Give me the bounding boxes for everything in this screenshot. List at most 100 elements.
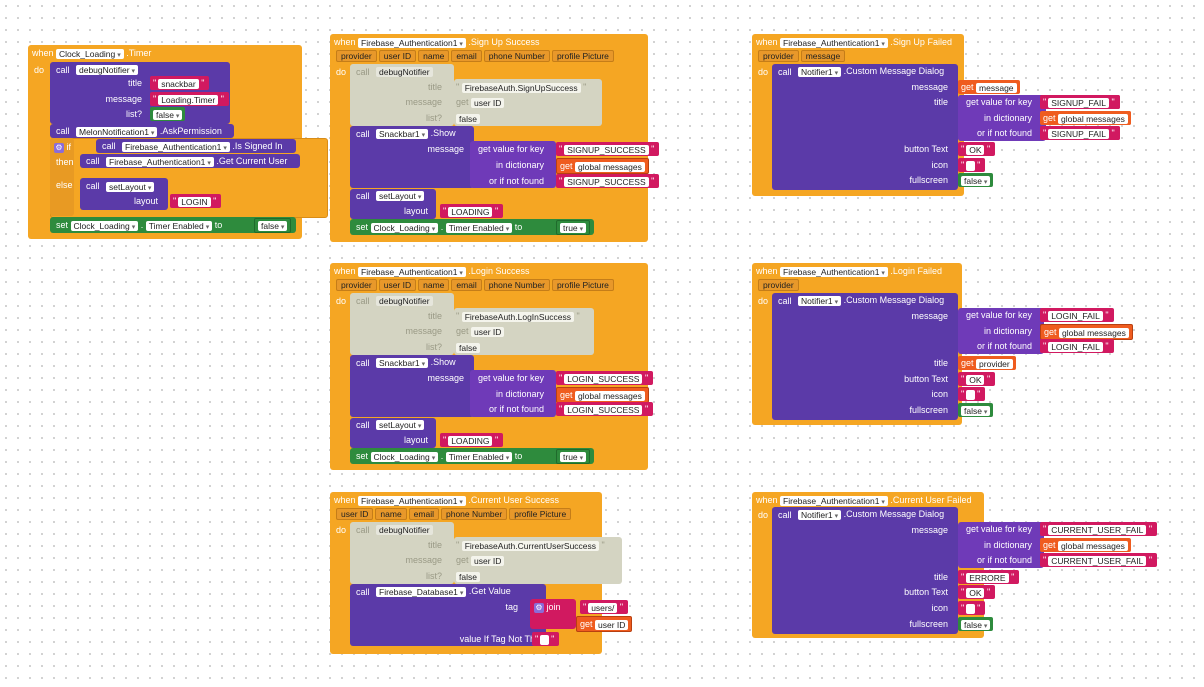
text-value[interactable]: SIGNUP_FAIL bbox=[1048, 97, 1110, 108]
procedure-dropdown[interactable]: debugNotifier bbox=[376, 295, 433, 306]
param-email[interactable]: email bbox=[451, 279, 482, 291]
boolean-true[interactable]: true bbox=[556, 449, 591, 464]
text-value[interactable]: FirebaseAuth.LogInSuccess bbox=[461, 311, 575, 322]
procedure-dropdown[interactable]: setLayout bbox=[376, 190, 425, 201]
param-name[interactable]: name bbox=[418, 50, 450, 62]
text-value[interactable]: SIGNUP_SUCCESS bbox=[564, 144, 649, 155]
variable-dropdown[interactable]: global messages bbox=[1059, 327, 1129, 338]
param-profile-picture[interactable]: profile Picture bbox=[551, 279, 614, 291]
gear-icon[interactable]: ⚙ bbox=[54, 142, 64, 153]
text-value[interactable]: ERRORE bbox=[966, 572, 1009, 583]
component-dropdown[interactable]: Firebase_Authentication1 bbox=[780, 266, 888, 277]
get-global-messages[interactable]: get global messages bbox=[556, 387, 649, 403]
variable-dropdown[interactable]: user ID bbox=[471, 97, 505, 108]
text-value[interactable]: LOGIN_SUCCESS bbox=[564, 404, 643, 415]
event-current-user-success[interactable]: when Firebase_Authentication1 .Current U… bbox=[330, 492, 629, 654]
procedure-dropdown[interactable]: setLayout bbox=[106, 181, 155, 192]
dictionary-lookup[interactable] bbox=[958, 308, 1044, 354]
dictionary-lookup[interactable] bbox=[470, 141, 556, 188]
param-profile-picture[interactable]: profile Picture bbox=[551, 50, 614, 62]
text-value[interactable]: snackbar bbox=[158, 78, 199, 89]
component-dropdown[interactable]: Clock_Loading bbox=[70, 220, 139, 231]
boolean-true[interactable]: true bbox=[556, 220, 591, 235]
text-value[interactable]: Loading.Timer bbox=[158, 94, 219, 105]
param-provider[interactable]: provider bbox=[758, 50, 799, 62]
text-current-user-fail-key[interactable]: " CURRENT_USER_FAIL " bbox=[1040, 522, 1158, 536]
text-value[interactable]: CURRENT_USER_FAIL bbox=[1048, 524, 1147, 535]
component-dropdown[interactable]: Notifier1 bbox=[798, 509, 842, 520]
boolean-false[interactable]: false bbox=[958, 173, 994, 187]
boolean-dropdown[interactable]: false bbox=[456, 571, 480, 582]
text-signup-success-key[interactable]: " SIGNUP_SUCCESS " bbox=[556, 142, 660, 156]
component-dropdown[interactable]: Clock_Loading bbox=[370, 451, 439, 462]
param-phone-number[interactable]: phone Number bbox=[483, 50, 550, 62]
text-empty[interactable]: " " bbox=[958, 601, 986, 615]
variable-dropdown[interactable]: user ID bbox=[595, 619, 629, 630]
param-provider[interactable]: provider bbox=[336, 50, 377, 62]
text-value[interactable]: LOADING bbox=[448, 206, 493, 217]
component-dropdown[interactable]: Firebase_Authentication1 bbox=[122, 141, 230, 152]
variable-dropdown[interactable]: user ID bbox=[471, 326, 505, 337]
text-ok[interactable]: " OK " bbox=[958, 372, 996, 386]
text-value[interactable]: SIGNUP_SUCCESS bbox=[564, 176, 649, 187]
text-value[interactable]: OK bbox=[966, 144, 985, 155]
text-login-success-notfound[interactable]: " LOGIN_SUCCESS " bbox=[556, 402, 654, 416]
text-value[interactable]: users/ bbox=[588, 602, 618, 613]
param-email[interactable]: email bbox=[451, 50, 482, 62]
boolean-dropdown[interactable]: false bbox=[961, 175, 991, 186]
component-dropdown[interactable]: Firebase_Authentication1 bbox=[780, 37, 888, 48]
property-dropdown[interactable]: Timer Enabled bbox=[445, 451, 513, 462]
boolean-dropdown[interactable]: false bbox=[456, 342, 480, 353]
procedure-dropdown[interactable]: setLayout bbox=[376, 419, 425, 430]
call-custom-message-dialog[interactable] bbox=[772, 64, 958, 190]
param-message[interactable]: message bbox=[800, 50, 846, 62]
component-dropdown[interactable]: Notifier1 bbox=[798, 295, 842, 306]
text-value[interactable]: CURRENT_USER_FAIL bbox=[1048, 555, 1147, 566]
text-signup-success-notfound[interactable]: " SIGNUP_SUCCESS " bbox=[556, 174, 660, 188]
text-login-fail-key[interactable]: " LOGIN_FAIL " bbox=[1040, 308, 1114, 322]
boolean-false[interactable]: false bbox=[958, 403, 994, 417]
text-snackbar[interactable]: " snackbar " bbox=[150, 76, 210, 90]
param-user-id[interactable]: user ID bbox=[378, 279, 417, 291]
property-dropdown[interactable]: Timer Enabled bbox=[145, 220, 213, 231]
param-email[interactable]: email bbox=[408, 508, 439, 520]
param-user-id[interactable]: user ID bbox=[336, 508, 374, 520]
component-dropdown[interactable]: Snackbar1 bbox=[376, 357, 429, 368]
get-user-id[interactable]: get user ID bbox=[576, 616, 633, 632]
boolean-false[interactable]: false bbox=[958, 617, 994, 631]
text-current-user-fail-notfound[interactable]: " CURRENT_USER_FAIL " bbox=[1040, 553, 1158, 567]
event-sign-up-failed[interactable]: when Firebase_Authentication1 .Sign Up F… bbox=[752, 34, 1131, 196]
text-value[interactable]: FirebaseAuth.CurrentUserSuccess bbox=[461, 540, 600, 551]
component-dropdown[interactable]: Firebase_Authentication1 bbox=[358, 495, 466, 506]
dictionary-lookup[interactable] bbox=[958, 522, 1044, 568]
get-global-messages[interactable]: get global messages bbox=[1040, 324, 1133, 340]
variable-dropdown[interactable]: global messages bbox=[575, 390, 645, 401]
component-dropdown[interactable]: Firebase_Authentication1 bbox=[358, 266, 466, 277]
param-phone-number[interactable]: phone Number bbox=[440, 508, 508, 520]
text-value[interactable]: LOGIN_SUCCESS bbox=[564, 373, 643, 384]
text-login-fail-notfound[interactable]: " LOGIN_FAIL " bbox=[1040, 339, 1114, 353]
param-user-id[interactable]: user ID bbox=[378, 50, 417, 62]
component-dropdown[interactable]: Firebase_Authentication1 bbox=[780, 495, 888, 506]
text-value[interactable]: SIGNUP_FAIL bbox=[1048, 128, 1110, 139]
boolean-dropdown[interactable]: true bbox=[560, 222, 587, 233]
call-custom-message-dialog[interactable] bbox=[772, 507, 958, 634]
text-signup-fail-key[interactable]: "SIGNUP_FAIL " bbox=[1040, 95, 1120, 109]
param-provider[interactable]: provider bbox=[758, 279, 799, 291]
variable-dropdown[interactable]: provider bbox=[976, 358, 1013, 369]
gear-icon[interactable]: ⚙ bbox=[534, 602, 544, 613]
text-login[interactable]: " LOGIN " bbox=[170, 194, 222, 208]
boolean-dropdown[interactable]: false bbox=[456, 113, 480, 124]
boolean-false[interactable]: false bbox=[254, 218, 292, 233]
property-dropdown[interactable]: Timer Enabled bbox=[445, 222, 513, 233]
event-clock-loading-timer[interactable]: when Clock_Loading .Timer do call debugN… bbox=[28, 45, 328, 239]
text-loading[interactable]: " LOADING " bbox=[440, 204, 504, 218]
variable-dropdown[interactable]: global messages bbox=[575, 161, 645, 172]
text-loading-timer[interactable]: " Loading.Timer " bbox=[150, 92, 229, 106]
variable-dropdown[interactable]: global messages bbox=[1058, 540, 1128, 551]
text-ok[interactable]: " OK " bbox=[958, 585, 996, 599]
text-value[interactable]: OK bbox=[966, 374, 985, 385]
text-value[interactable]: LOGIN bbox=[178, 196, 211, 207]
variable-dropdown[interactable]: user ID bbox=[471, 555, 505, 566]
boolean-dropdown[interactable]: false bbox=[258, 220, 288, 231]
